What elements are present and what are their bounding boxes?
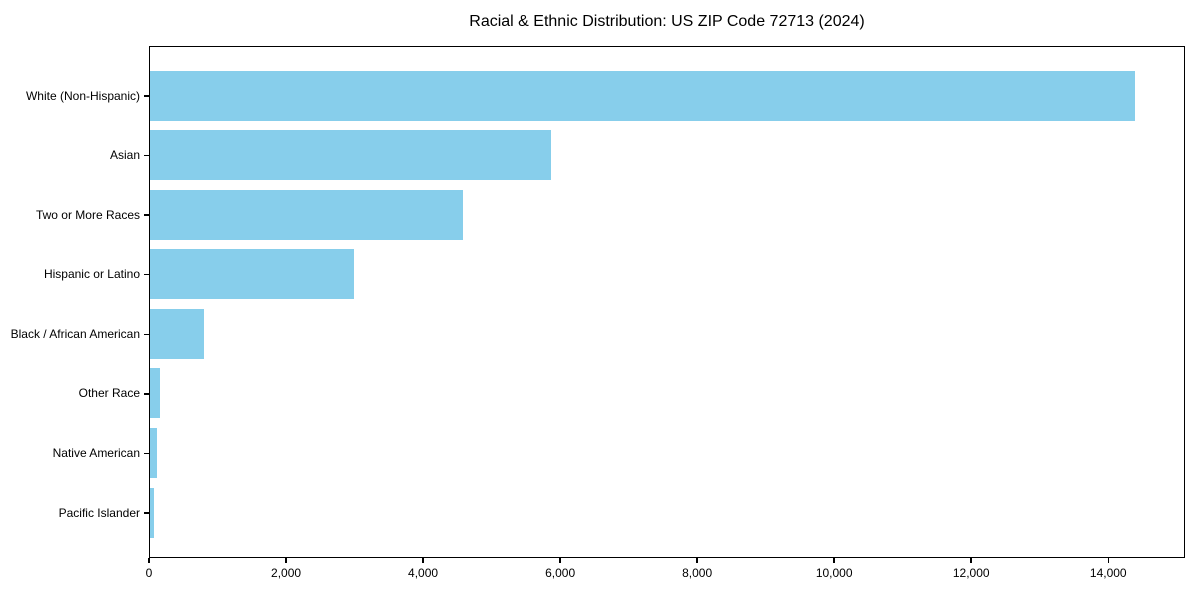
bar-hispanic-or-latino — [150, 249, 354, 300]
x-tick-label: 8,000 — [682, 566, 713, 580]
bar-pacific-islander — [150, 487, 155, 538]
x-tick-label: 12,000 — [952, 566, 990, 580]
x-tick-mark — [1107, 558, 1109, 563]
y-tick-label-native-american: Native American — [52, 445, 140, 460]
y-tick-mark — [144, 333, 149, 336]
x-tick-mark — [148, 558, 150, 563]
y-tick-mark — [144, 273, 149, 276]
y-tick-label-white-non-hispanic: White (Non-Hispanic) — [25, 88, 140, 103]
x-tick-mark — [970, 558, 972, 563]
bar-black-african-american — [150, 308, 204, 359]
y-tick-mark — [144, 95, 149, 97]
x-tick-mark — [696, 558, 698, 563]
y-tick-mark — [144, 154, 149, 157]
bar-other-race — [150, 368, 161, 419]
x-tick-mark — [559, 558, 561, 563]
x-tick-mark — [422, 558, 424, 563]
y-tick-label-hispanic-or-latino: Hispanic or Latino — [43, 267, 140, 282]
plot-area — [149, 46, 1185, 558]
y-tick-mark — [144, 512, 149, 514]
y-tick-label-black-african-american: Black / African American — [10, 326, 140, 341]
y-tick-label-asian: Asian — [109, 148, 140, 163]
y-tick-label-pacific-islander: Pacific Islander — [58, 505, 140, 520]
bar-two-or-more-races — [150, 189, 463, 240]
y-tick-label-other-race: Other Race — [78, 386, 140, 401]
y-tick-label-two-or-more-races: Two or More Races — [35, 207, 140, 222]
y-tick-mark — [144, 393, 149, 395]
x-tick-label: 10,000 — [815, 566, 853, 580]
x-tick-label: 14,000 — [1089, 566, 1127, 580]
bar-native-american — [150, 427, 158, 478]
x-tick-mark — [285, 558, 287, 563]
x-tick-label: 0 — [145, 566, 153, 580]
bar-white-non-hispanic — [150, 70, 1136, 121]
y-tick-mark — [144, 452, 149, 455]
x-tick-mark — [833, 558, 835, 563]
x-tick-label: 4,000 — [408, 566, 439, 580]
y-tick-mark — [144, 214, 149, 216]
bar-asian — [150, 130, 552, 181]
x-tick-label: 2,000 — [271, 566, 302, 580]
chart-title: Racial & Ethnic Distribution: US ZIP Cod… — [469, 13, 865, 30]
x-tick-label: 6,000 — [545, 566, 576, 580]
